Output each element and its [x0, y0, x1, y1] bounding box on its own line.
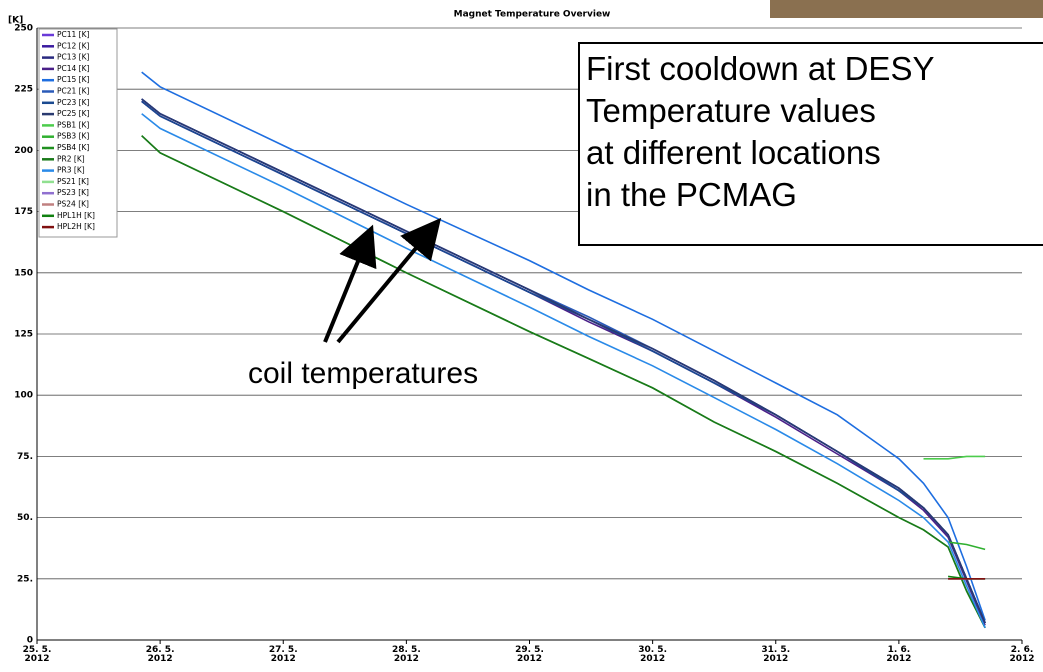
arrow [338, 224, 436, 342]
legend-label: PC13 [K] [57, 53, 90, 62]
legend-label: PC11 [K] [57, 30, 90, 39]
x-tick-label: 29. 5. 2012 [500, 646, 560, 664]
x-tick-label: 26. 5. 2012 [130, 646, 190, 664]
legend-label: PSB4 [K] [57, 143, 89, 152]
x-tick-label: 25. 5. 2012 [7, 646, 67, 664]
y-tick-label: 100 [14, 391, 33, 401]
x-tick-label: 27. 5. 2012 [253, 646, 313, 664]
x-tick-label: 2. 6. 2012 [992, 646, 1043, 664]
y-tick-label: 50. [17, 513, 33, 523]
legend: PC11 [K] PC12 [K] PC13 [K] PC14 [K] PC15 [K]… [39, 29, 117, 237]
legend-label: PR2 [K] [57, 154, 85, 163]
y-tick-label: 175 [14, 207, 33, 217]
photo-edge [770, 0, 1043, 18]
page: Magnet Temperature Overview [K] PC11 [K]… [0, 0, 1043, 672]
annotation-line: in the PCMAG [586, 174, 1043, 216]
legend-label: PC23 [K] [57, 98, 90, 107]
legend-label: PC21 [K] [57, 87, 90, 96]
legend-label: PSB1 [K] [57, 120, 89, 129]
legend-label: PC25 [K] [57, 109, 90, 118]
legend-label: PC15 [K] [57, 75, 90, 84]
legend-label: PS24 [K] [57, 200, 89, 209]
legend-label: PR3 [K] [57, 166, 85, 175]
y-tick-label: 250 [14, 24, 33, 34]
legend-label: PC12 [K] [57, 41, 90, 50]
x-tick-label: 31. 5. 2012 [746, 646, 806, 664]
legend-label: PSB3 [K] [57, 132, 89, 141]
y-tick-label: 225 [14, 85, 33, 95]
y-tick-label: 125 [14, 330, 33, 340]
y-tick-label: 150 [14, 268, 33, 278]
legend-label: PS21 [K] [57, 177, 89, 186]
legend-label: PC14 [K] [57, 64, 90, 73]
annotation-line: at different locations [586, 132, 1043, 174]
annotation-line: Temperature values [586, 90, 1043, 132]
legend-label: PS23 [K] [57, 188, 89, 197]
annotation: coil temperatures [248, 357, 478, 391]
y-tick-label: 0 [27, 636, 33, 646]
y-tick-label: 200 [14, 146, 33, 156]
y-tick-label: 25. [17, 574, 33, 584]
x-tick-label: 1. 6. 2012 [869, 646, 929, 664]
chart-title: Magnet Temperature Overview [454, 10, 611, 20]
legend-label: HPL2H [K] [57, 222, 95, 231]
arrow [325, 232, 370, 342]
y-tick-label: 75. [17, 452, 33, 462]
x-tick-label: 30. 5. 2012 [623, 646, 683, 664]
legend-label: HPL1H [K] [57, 211, 95, 220]
annotation-line: First cooldown at DESY [586, 48, 1043, 90]
x-tick-label: 28. 5. 2012 [376, 646, 436, 664]
